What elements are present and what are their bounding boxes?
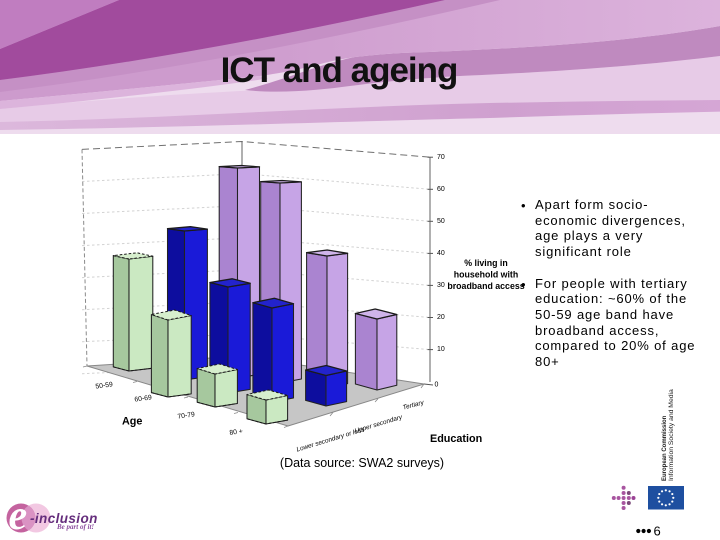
svg-text:10: 10 — [437, 346, 445, 353]
svg-text:50-59: 50-59 — [95, 381, 113, 390]
svg-text:70-79: 70-79 — [177, 411, 195, 420]
svg-text:80 +: 80 + — [229, 428, 243, 437]
svg-text:household with: household with — [454, 270, 519, 280]
svg-text:(Data source: SWA2 surveys): (Data source: SWA2 surveys) — [280, 456, 444, 470]
svg-text:broadband access: broadband access — [447, 281, 524, 291]
svg-text:Tertiary: Tertiary — [402, 399, 425, 412]
svg-text:40: 40 — [437, 250, 445, 257]
svg-text:-inclusion: -inclusion — [30, 511, 98, 526]
svg-text:Be part of it!: Be part of it! — [56, 523, 94, 531]
svg-text:20: 20 — [437, 314, 445, 321]
svg-text:Information Society and Media: Information Society and Media — [668, 389, 675, 481]
svg-text:60: 60 — [437, 186, 445, 193]
svg-text:50: 50 — [437, 218, 445, 225]
svg-text:% living in: % living in — [464, 258, 508, 268]
svg-text:e: e — [9, 493, 28, 539]
svg-text:30: 30 — [437, 282, 445, 289]
svg-text:European Commission: European Commission — [662, 415, 668, 481]
svg-text:70: 70 — [437, 154, 445, 161]
svg-text:0: 0 — [435, 382, 439, 389]
svg-text:6: 6 — [654, 524, 661, 539]
svg-text:Age: Age — [122, 416, 142, 428]
svg-text:60-69: 60-69 — [134, 394, 152, 403]
svg-text:Upper secondary: Upper secondary — [354, 414, 404, 435]
svg-text:Education: Education — [430, 433, 482, 445]
